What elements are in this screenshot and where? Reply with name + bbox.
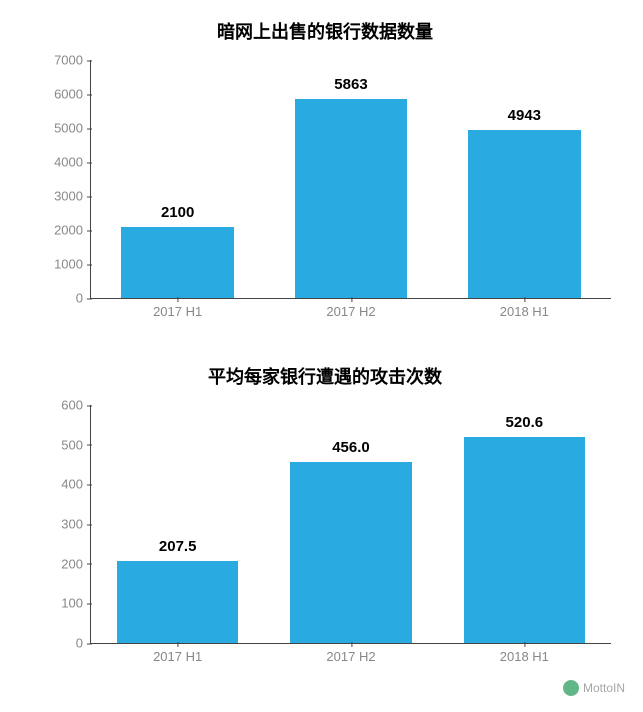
y-tick: 0 (33, 291, 91, 306)
watermark: MottoIN (563, 680, 625, 696)
bar-value-label: 5863 (334, 76, 367, 93)
chart1-title: 暗网上出售的银行数据数量 (30, 18, 620, 44)
x-tick: 2017 H2 (326, 643, 375, 664)
bar-value-label: 207.5 (159, 538, 197, 555)
watermark-text: MottoIN (583, 681, 625, 695)
y-tick: 300 (33, 517, 91, 532)
bar: 207.5 (117, 561, 238, 643)
bar: 5863 (295, 99, 408, 298)
x-tick: 2018 H1 (500, 643, 549, 664)
chart2-plot-area: 0100200300400500600207.52017 H1456.02017… (90, 405, 611, 644)
x-tick: 2017 H2 (326, 298, 375, 319)
bar-value-label: 520.6 (506, 414, 544, 431)
bar-value-label: 456.0 (332, 439, 370, 456)
y-tick: 1000 (33, 257, 91, 272)
y-tick: 500 (33, 437, 91, 452)
y-tick: 100 (33, 596, 91, 611)
chart2-title: 平均每家银行遭遇的攻击次数 (30, 363, 620, 389)
watermark-logo-icon (563, 680, 579, 696)
y-tick: 400 (33, 477, 91, 492)
x-tick: 2017 H1 (153, 298, 202, 319)
bar: 520.6 (464, 437, 585, 644)
bar: 456.0 (290, 462, 411, 643)
bar: 4943 (468, 130, 581, 298)
chart-avg-attacks-per-bank: 平均每家银行遭遇的攻击次数 0100200300400500600207.520… (30, 345, 620, 680)
chart-dark-web-bank-data: 暗网上出售的银行数据数量 010002000300040005000600070… (30, 0, 620, 335)
bar: 2100 (121, 227, 234, 298)
bar-value-label: 4943 (508, 107, 541, 124)
y-tick: 3000 (33, 189, 91, 204)
x-tick: 2018 H1 (500, 298, 549, 319)
y-tick: 7000 (33, 53, 91, 68)
y-tick: 4000 (33, 155, 91, 170)
y-tick: 6000 (33, 87, 91, 102)
y-tick: 0 (33, 636, 91, 651)
page: 暗网上出售的银行数据数量 010002000300040005000600070… (0, 0, 643, 712)
y-tick: 5000 (33, 121, 91, 136)
y-tick: 2000 (33, 223, 91, 238)
y-tick: 600 (33, 398, 91, 413)
x-tick: 2017 H1 (153, 643, 202, 664)
chart1-plot-area: 0100020003000400050006000700021002017 H1… (90, 60, 611, 299)
bar-value-label: 2100 (161, 204, 194, 221)
y-tick: 200 (33, 556, 91, 571)
